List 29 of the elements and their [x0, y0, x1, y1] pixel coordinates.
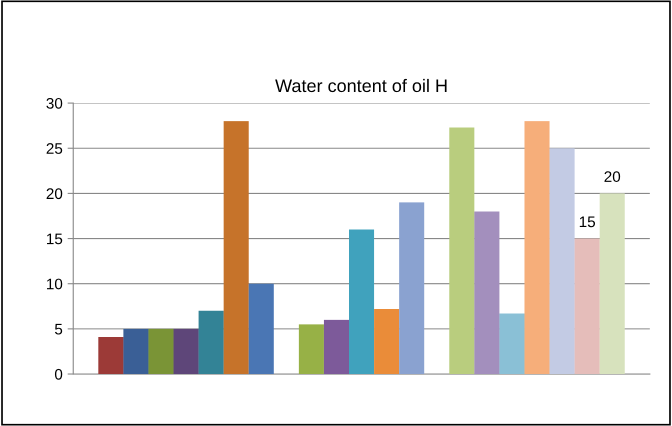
- bar: [574, 238, 600, 374]
- y-tick-label: 15: [47, 234, 62, 244]
- y-tick-label: 0: [54, 368, 62, 380]
- data-label: 20: [604, 171, 620, 182]
- bar: [298, 324, 324, 374]
- data-label: 15: [580, 216, 596, 228]
- y-tick-label: 25: [46, 143, 62, 154]
- bar: [474, 211, 500, 374]
- bar: [524, 121, 550, 374]
- bar: [98, 337, 124, 374]
- bar: [349, 230, 374, 374]
- bar: [123, 328, 148, 374]
- bar: [550, 148, 575, 374]
- y-tick-label: 20: [46, 188, 62, 200]
- y-tick-label: 10: [47, 278, 62, 290]
- y-tick-label: 5: [54, 324, 62, 335]
- bar: [374, 309, 400, 374]
- bar: [600, 193, 625, 374]
- bar: [174, 328, 199, 374]
- bar: [449, 127, 474, 374]
- bar: [499, 314, 524, 374]
- bar: [324, 320, 349, 374]
- bar: [224, 121, 249, 374]
- bar: [248, 284, 274, 374]
- bar: [198, 310, 224, 374]
- bar: [148, 328, 174, 374]
- y-tick-label: 30: [46, 98, 62, 109]
- bar: [399, 202, 424, 374]
- chart-title: Water content of oil H: [275, 78, 447, 92]
